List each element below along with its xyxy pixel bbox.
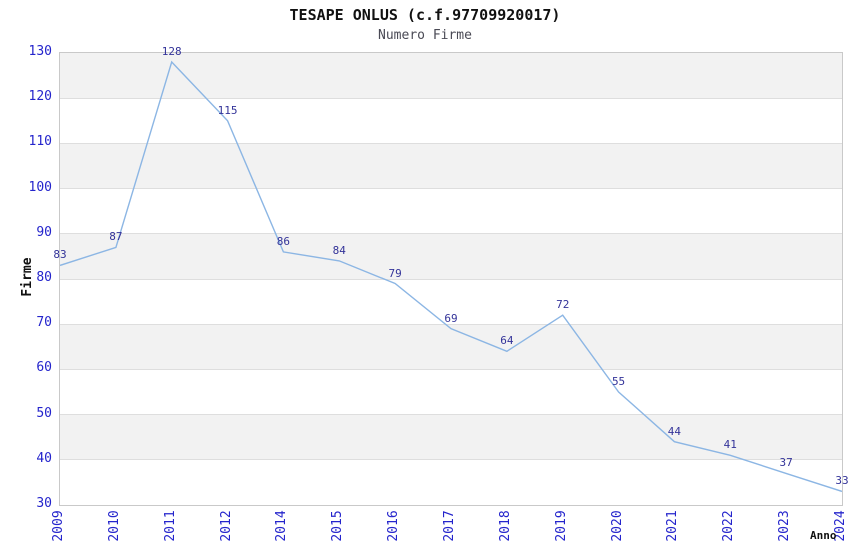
point-label: 84: [332, 243, 346, 257]
plot-area: 83 87 128 115 86 84 79 69 64 72 55 44 41 37 33: [53, 45, 849, 506]
point-label: 128: [161, 45, 182, 59]
background-band: [60, 414, 842, 460]
point-label: 87: [109, 230, 123, 244]
y-tick-label: 110: [28, 134, 52, 150]
point-label: 72: [556, 298, 570, 312]
y-tick-label: 90: [36, 224, 52, 240]
x-tick-label: 2021: [665, 510, 681, 542]
background-band: [60, 279, 842, 325]
point-label: 115: [217, 103, 238, 117]
chart-subtitle: Numero Firme: [378, 28, 472, 43]
y-tick-label: 80: [36, 270, 52, 285]
y-tick-label: 50: [36, 405, 52, 421]
point-label: 69: [444, 311, 458, 325]
gridline: [60, 368, 842, 370]
background-band: [60, 324, 842, 370]
background-band: [60, 143, 842, 189]
point-label: 86: [276, 234, 291, 248]
y-tick-label: 60: [36, 360, 52, 376]
background-band: [60, 53, 842, 99]
point-label: 44: [667, 424, 682, 438]
point-label: 55: [611, 375, 626, 388]
background-band: [60, 369, 842, 415]
y-tick-label: 70: [36, 315, 52, 331]
y-tick-label: 40: [36, 450, 52, 466]
x-tick-label: 2017: [442, 510, 457, 542]
point-label: 37: [779, 456, 793, 470]
background-band: [60, 98, 842, 144]
y-tick-label: 120: [28, 89, 52, 105]
point-label: 83: [53, 248, 67, 262]
x-tick-label: 2010: [106, 510, 122, 542]
x-tick-label: 2012: [218, 510, 234, 542]
x-tick-label: 2015: [330, 510, 346, 542]
x-tick-label: 2011: [162, 510, 178, 542]
series-line: [60, 60, 842, 493]
chart-title: TESAPE ONLUS (c.f.97709920017): [289, 6, 561, 24]
gridline: [60, 459, 842, 461]
x-axis-label: Anno: [810, 529, 837, 542]
y-tick-label: 100: [28, 179, 52, 195]
gridline: [60, 233, 842, 235]
point-label: 64: [500, 334, 514, 348]
x-tick-label: 2023: [777, 510, 793, 542]
x-tick-label: 2022: [721, 510, 737, 542]
point-label: 33: [835, 474, 849, 488]
gridline: [60, 414, 842, 416]
point-label: 79: [388, 266, 402, 280]
gridline: [60, 188, 842, 190]
x-tick-label: 2018: [497, 510, 513, 542]
background-band: [60, 188, 842, 234]
gridline: [60, 278, 842, 280]
background-band: [60, 459, 842, 505]
y-tick-label: 130: [28, 44, 52, 59]
x-tick-label: 2016: [386, 510, 402, 542]
gridline: [60, 142, 842, 144]
gridline: [60, 323, 842, 325]
background-band: [60, 233, 842, 279]
x-tick-label: 2019: [553, 510, 569, 542]
gridline: [60, 97, 842, 99]
x-tick-label: 2020: [609, 510, 625, 542]
point-label: 41: [723, 438, 737, 452]
x-tick-label: 2014: [274, 510, 290, 542]
x-tick-label: 2009: [51, 510, 66, 542]
y-tick-label: 30: [36, 496, 52, 511]
